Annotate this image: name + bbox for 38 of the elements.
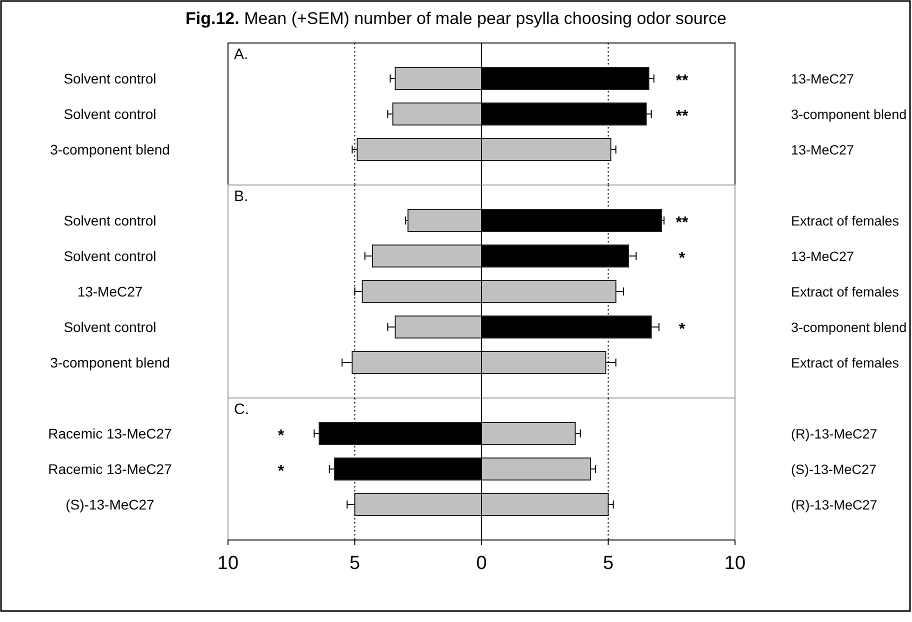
data-label: ** [676,214,689,232]
y-tick-label: 3-component blend [50,142,170,158]
y-tick-label: (S)-13-MeC27 [66,496,155,512]
annotation: B. [234,188,248,205]
y2-tick-label: 3-component blend [791,107,907,122]
y-tick-label: Solvent control [64,248,156,264]
y2-tick-label: 3-component blend [791,320,907,335]
data-label: * [278,428,285,444]
annotation: A. [234,46,248,63]
x-tick-label: 5 [349,553,360,574]
data-label: ** [676,72,689,90]
y-tick-label: Solvent control [64,70,156,86]
y-tick-label: Racemic 13-MeC27 [48,461,172,477]
x-tick-label: 10 [217,553,239,574]
data-label: ** [676,108,689,125]
y2-tick-label: Extract of females [791,356,900,370]
y2-tick-label: (S)-13-MeC27 [791,462,877,477]
y-tick-label: Solvent control [64,212,156,228]
data-label: * [278,463,285,480]
x-tick-label: 10 [724,553,746,574]
y2-tick-label: Extract of females [791,284,900,300]
y-tick-label: Solvent control [64,319,156,335]
y2-tick-label: 13-MeC27 [791,142,854,158]
y-tick-label: 3-component blend [50,354,170,370]
chart-title: Fig.12. Mean (+SEM) number of male pear psylla choosing odor source [186,9,726,28]
y2-tick-label: 13-MeC27 [791,72,854,86]
x-tick-label: 0 [476,553,487,574]
y-tick-label: Racemic 13-MeC27 [48,426,172,442]
data-label: * [678,250,686,267]
y2-tick-label: 13-MeC27 [791,249,854,264]
y2-tick-label: Extract of females [791,214,900,228]
y2-tick-label: (R)-13-MeC27 [791,498,878,512]
y2-tick-label: (R)-13-MeC27 [791,426,878,442]
annotation: C. [234,401,249,418]
y-tick-label: 13-MeC27 [77,284,143,300]
x-tick-label: 5 [602,553,614,574]
data-label: * [678,321,686,338]
y-tick-label: Solvent control [64,106,156,122]
